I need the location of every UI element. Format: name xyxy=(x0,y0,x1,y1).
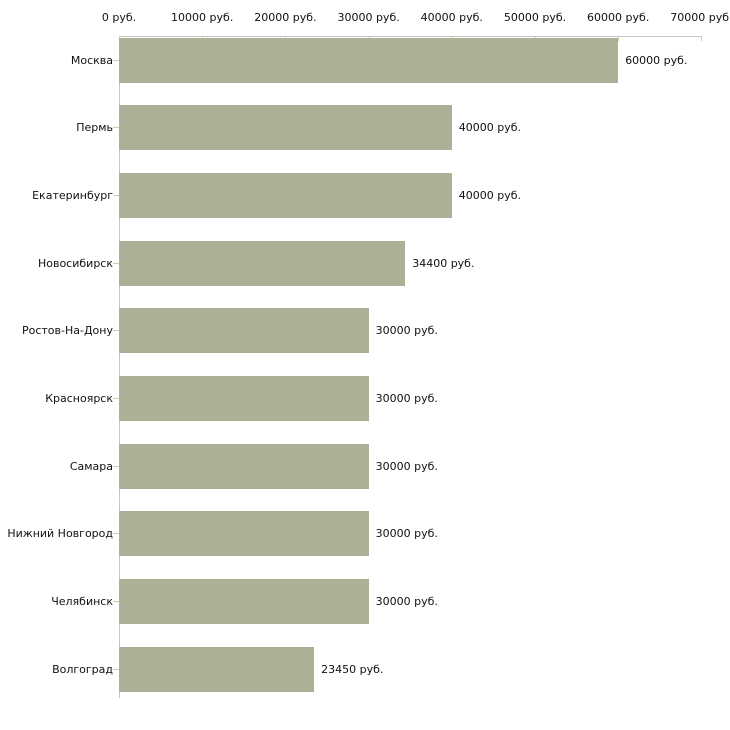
x-axis-tick-label: 0 руб. xyxy=(101,11,137,24)
value-label: 30000 руб. xyxy=(375,595,438,609)
value-label: 60000 руб. xyxy=(625,53,688,67)
bar xyxy=(119,308,369,354)
bar-row: Пермь 40000 руб. xyxy=(0,105,730,151)
bar xyxy=(119,105,452,151)
bar-row: Красноярск 30000 руб. xyxy=(0,376,730,421)
category-label: Новосибирск xyxy=(37,256,113,270)
bar xyxy=(119,172,452,218)
category-tick-mark xyxy=(113,330,119,332)
bar-row: Нижний Новгород 30000 руб. xyxy=(0,511,730,557)
category-label: Екатеринбург xyxy=(32,188,113,202)
category-tick-mark xyxy=(113,668,119,670)
x-axis-line xyxy=(119,36,702,37)
bar xyxy=(119,240,406,286)
bar xyxy=(119,511,369,557)
category-label: Ростов-На-Дону xyxy=(21,324,113,338)
bar-row: Челябинск 30000 руб. xyxy=(0,579,730,625)
value-label: 30000 руб. xyxy=(375,324,438,338)
value-label: 40000 руб. xyxy=(458,188,522,202)
bar-row: Волгоград 23450 руб. xyxy=(0,646,730,692)
x-axis-tick-label: 20000 руб. xyxy=(254,11,317,24)
x-axis-tick-label: 50000 руб. xyxy=(503,11,567,24)
category-tick-mark xyxy=(113,59,119,61)
bar-row: Москва 60000 руб. xyxy=(0,37,730,83)
bar xyxy=(119,37,619,83)
bar xyxy=(119,646,315,692)
x-axis-tick-label: 30000 руб. xyxy=(337,11,400,24)
x-axis-tick-label: 60000 руб. xyxy=(587,11,650,24)
category-label: Нижний Новгород xyxy=(7,527,113,541)
bar-row: Новосибирск 34400 руб. xyxy=(0,240,730,286)
category-label: Пермь xyxy=(76,121,113,135)
x-axis-tick-label: 70000 руб. xyxy=(670,11,730,24)
x-axis-tick-mark xyxy=(701,37,703,41)
category-label: Красноярск xyxy=(45,392,113,405)
category-label: Челябинск xyxy=(51,595,113,609)
value-label: 30000 руб. xyxy=(375,459,438,473)
x-axis-tick-label: 10000 руб. xyxy=(171,11,234,24)
value-label: 30000 руб. xyxy=(375,527,438,541)
bar-row: Екатеринбург 40000 руб. xyxy=(0,172,730,218)
value-label: 34400 руб. xyxy=(412,256,475,270)
category-label: Волгоград xyxy=(52,662,113,676)
y-axis-line xyxy=(119,36,120,698)
x-axis-tick-label: 40000 руб. xyxy=(420,11,483,24)
category-label: Москва xyxy=(70,53,113,67)
category-tick-mark xyxy=(113,465,119,467)
category-tick-mark xyxy=(113,601,119,603)
value-label: 30000 руб. xyxy=(375,392,438,405)
category-tick-mark xyxy=(113,398,119,399)
bar xyxy=(119,376,369,421)
category-tick-mark xyxy=(113,127,119,129)
bar xyxy=(119,579,369,625)
category-tick-mark xyxy=(113,262,119,264)
bar xyxy=(119,443,369,489)
bar-row: Самара 30000 руб. xyxy=(0,443,730,489)
category-tick-mark xyxy=(113,194,119,196)
bar-row: Ростов-На-Дону 30000 руб. xyxy=(0,308,730,354)
category-label: Самара xyxy=(69,459,113,473)
category-tick-mark xyxy=(113,533,119,535)
x-axis-tick-mark xyxy=(618,37,620,41)
value-label: 40000 руб. xyxy=(458,121,522,135)
value-label: 23450 руб. xyxy=(321,662,384,676)
